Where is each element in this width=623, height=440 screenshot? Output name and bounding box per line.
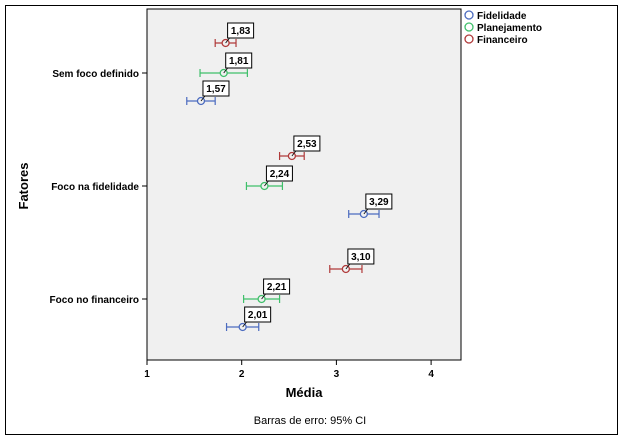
data-label: 1,57: [206, 84, 226, 95]
data-label-box: [263, 278, 291, 295]
x-tick-label-4: 4: [428, 369, 434, 380]
data-label: 2,21: [267, 282, 287, 293]
point-group-financeiro-2: 3,10: [329, 248, 375, 274]
point-group-planejamento-2: 2,21: [242, 278, 291, 304]
data-label-box: [225, 52, 253, 69]
data-label-box: [293, 135, 321, 152]
axes-group: 1 2 3 4 Sem foco definido Foco na fidelidade F…: [50, 69, 435, 380]
data-label-leader: [200, 95, 206, 102]
data-label-leader: [242, 321, 247, 328]
marks-group: 1,57 3,29 2,01 1,81 2,24 2,21 1,83 2,53 3,10: [186, 22, 393, 332]
point-group-financeiro-0: 1,83: [214, 22, 255, 48]
x-tick-label-1: 1: [144, 369, 150, 380]
data-label: 2,53: [297, 139, 317, 150]
data-label: 1,83: [231, 26, 251, 37]
data-label-box: [347, 248, 375, 265]
point-group-planejamento-1: 2,24: [245, 165, 293, 191]
data-label-leader: [291, 150, 297, 157]
data-label-leader: [345, 263, 351, 270]
point-group-fidelidade-0: 1,57: [186, 80, 230, 106]
point-group-fidelidade-1: 3,29: [348, 193, 393, 219]
legend-label-planejamento: Planejamento: [477, 23, 542, 34]
data-label-leader: [264, 180, 269, 187]
data-label-box: [365, 193, 393, 210]
data-label-leader: [261, 293, 266, 300]
footnote: Barras de erro: 95% CI: [254, 415, 367, 427]
data-label-box: [244, 306, 272, 323]
data-label: 3,29: [369, 197, 389, 208]
data-label-box: [202, 80, 230, 97]
y-axis-title: Fatores: [16, 163, 31, 210]
legend-marker-financeiro: [464, 34, 474, 44]
data-label-box: [227, 22, 255, 39]
legend-marker-planejamento: [464, 22, 474, 32]
plot-area: [146, 8, 462, 361]
x-tick-label-3: 3: [334, 369, 340, 380]
data-label: 2,24: [270, 169, 290, 180]
data-label: 2,01: [248, 310, 268, 321]
category-label-2: Foco no financeiro: [50, 295, 139, 306]
point-group-fidelidade-2: 2,01: [225, 306, 272, 332]
point-group-planejamento-0: 1,81: [199, 52, 253, 78]
x-tick-label-2: 2: [239, 369, 245, 380]
point-group-financeiro-1: 2,53: [278, 135, 321, 161]
legend-label-financeiro: Financeiro: [477, 35, 528, 46]
category-label-1: Foco na fidelidade: [51, 182, 139, 193]
data-label-leader: [225, 37, 230, 44]
legend-label-fidelidade: Fidelidade: [477, 11, 527, 22]
x-axis-title: Média: [286, 385, 324, 400]
data-label-leader: [363, 208, 369, 215]
legend-marker-fidelidade: [464, 10, 474, 20]
category-label-0: Sem foco definido: [52, 69, 139, 80]
data-label: 3,10: [351, 252, 371, 263]
data-label: 1,81: [229, 56, 249, 67]
data-label-box: [265, 165, 293, 182]
data-label-leader: [223, 67, 229, 74]
